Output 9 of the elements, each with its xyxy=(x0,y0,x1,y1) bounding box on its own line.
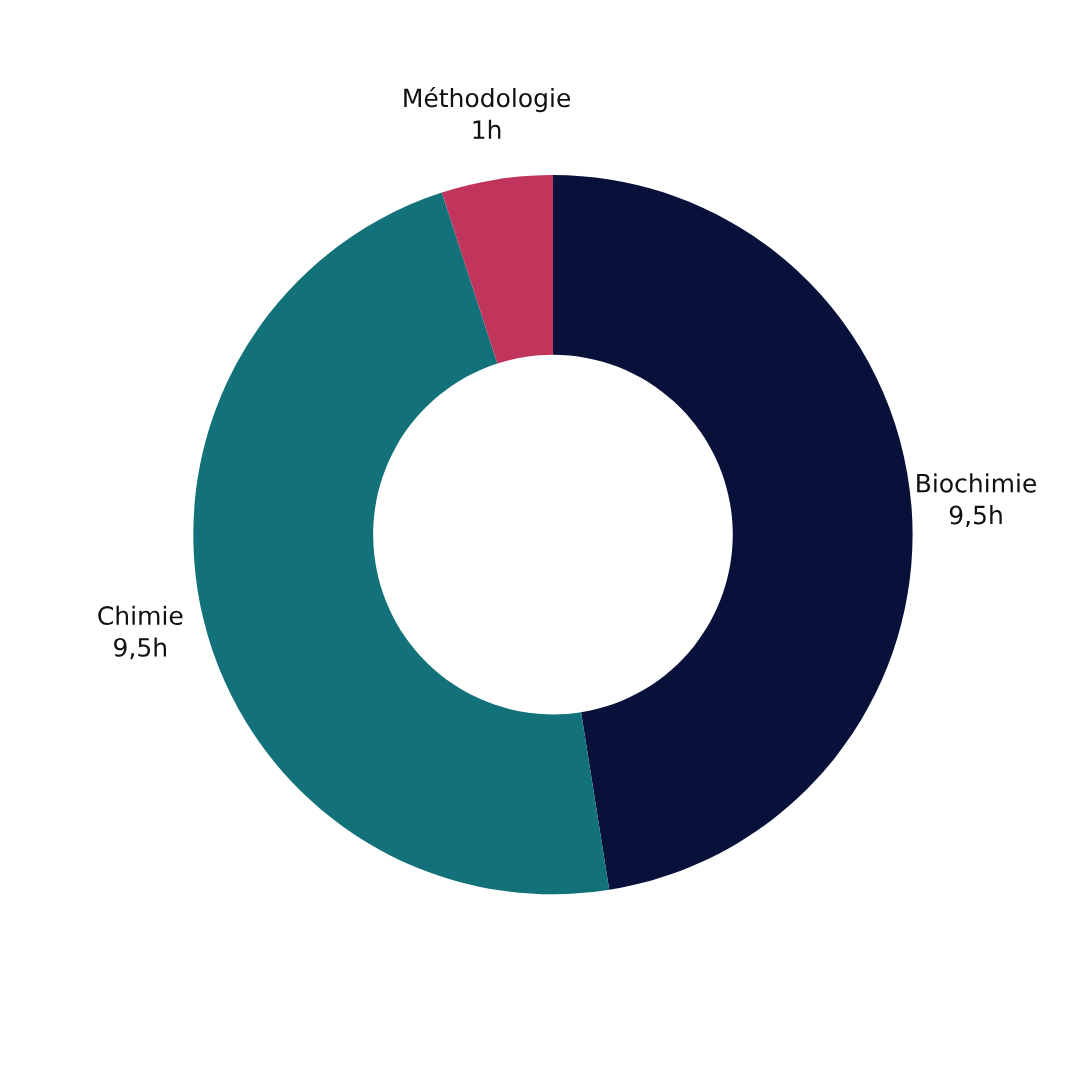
donut-slice xyxy=(552,174,913,890)
slice-label: Biochimie xyxy=(917,473,1036,493)
donut-slice xyxy=(193,192,610,895)
slice-label: Chimie xyxy=(98,605,183,626)
data-label: 9,5h xyxy=(114,637,166,660)
slice-label: Méthodologie xyxy=(404,86,570,113)
data-label: 9,5h xyxy=(949,505,1002,528)
donut-slice xyxy=(441,174,553,364)
data-label: 1h xyxy=(473,119,501,139)
